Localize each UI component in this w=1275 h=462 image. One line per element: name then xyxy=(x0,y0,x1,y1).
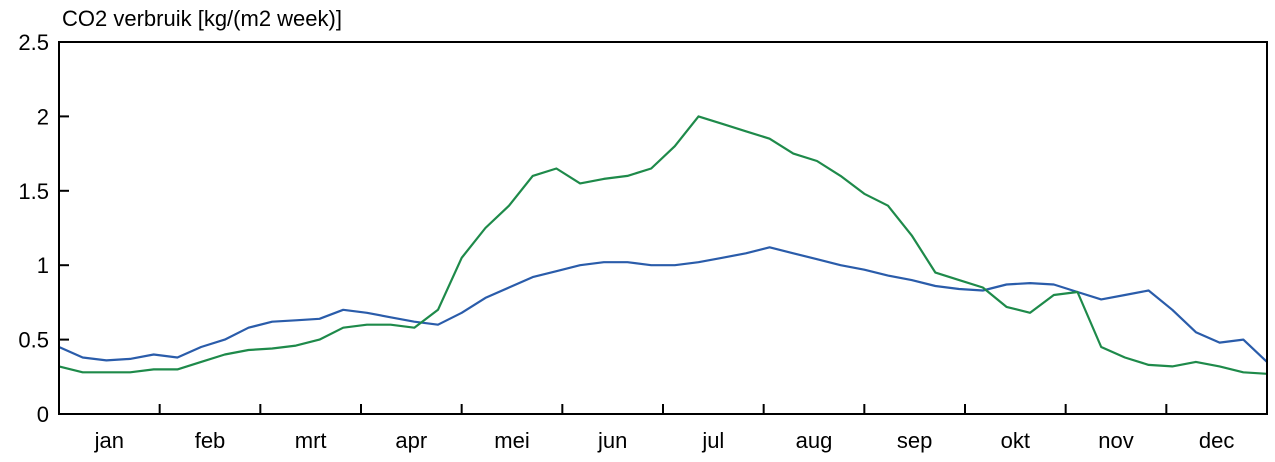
month-label-jul: jul xyxy=(701,428,724,453)
month-label-feb: feb xyxy=(195,428,226,453)
series-layer xyxy=(58,115,1268,375)
month-label-nov: nov xyxy=(1098,428,1133,453)
month-label-sep: sep xyxy=(897,428,932,453)
y-axis: 0 0.5 1 1.5 2 2.5 xyxy=(18,30,69,427)
month-label-mrt: mrt xyxy=(295,428,327,453)
month-label-aug: aug xyxy=(796,428,833,453)
month-label-mei: mei xyxy=(494,428,529,453)
x-axis: jan feb mrt apr mei jun jul aug sep okt nov dec xyxy=(94,404,1234,453)
series-line-2 xyxy=(58,115,1268,375)
month-label-apr: apr xyxy=(395,428,427,453)
plot-frame xyxy=(58,41,1268,415)
y-tick-label: 1.5 xyxy=(18,179,49,204)
y-tick-label: 2.5 xyxy=(18,30,49,55)
month-label-jan: jan xyxy=(94,428,124,453)
y-tick-label: 0 xyxy=(37,402,49,427)
y-tick-label: 1 xyxy=(37,253,49,278)
series-line-1 xyxy=(58,246,1268,363)
month-label-jun: jun xyxy=(597,428,627,453)
y-tick-label: 0.5 xyxy=(18,328,49,353)
month-label-okt: okt xyxy=(1001,428,1030,453)
month-label-dec: dec xyxy=(1199,428,1234,453)
chart-title: CO2 verbruik [kg/(m2 week)] xyxy=(62,6,342,31)
y-tick-label: 2 xyxy=(37,104,49,129)
